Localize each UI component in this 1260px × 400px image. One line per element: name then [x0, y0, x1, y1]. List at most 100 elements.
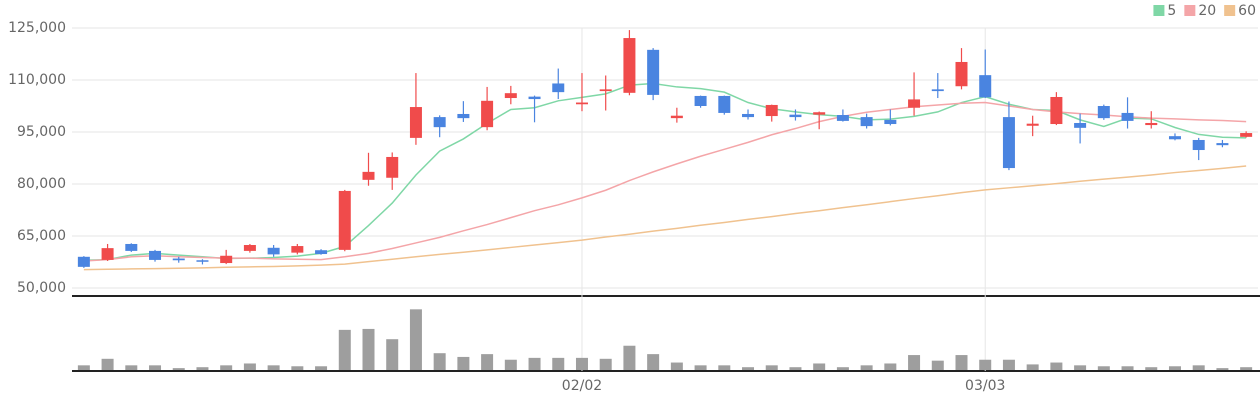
volume-bar: [789, 367, 802, 370]
volume-bar: [409, 309, 422, 370]
candle-body: [742, 113, 755, 118]
candle-body: [813, 112, 826, 115]
candle-body: [101, 248, 114, 260]
volume-bar: [765, 365, 778, 370]
x-tick-label: 03/03: [965, 378, 1005, 394]
volume-bar: [1121, 366, 1134, 370]
volume-bar: [955, 355, 968, 370]
candle-body: [575, 102, 588, 105]
legend-label: 60: [1238, 3, 1256, 19]
y-tick-label: 65,000: [17, 228, 66, 244]
volume-bar: [291, 366, 304, 370]
candle-body: [291, 246, 304, 253]
y-tick-label: 95,000: [17, 124, 66, 140]
y-tick-label: 80,000: [17, 176, 66, 192]
volume-bar: [267, 365, 280, 370]
legend-swatch: [1153, 5, 1165, 16]
volume-bar: [386, 339, 399, 370]
candle-body: [599, 89, 612, 92]
legend-label: 20: [1198, 3, 1216, 19]
candle-body: [172, 258, 185, 261]
volume-bar: [670, 362, 683, 370]
candle-body: [694, 95, 707, 106]
candle-body: [647, 49, 660, 95]
volume-bar: [172, 368, 185, 370]
candle-body: [1168, 136, 1181, 140]
volume-bar: [836, 367, 849, 370]
volume-bar: [77, 365, 90, 370]
volume-bar: [1074, 365, 1087, 370]
volume-bar: [718, 365, 731, 370]
candle-body: [552, 83, 565, 93]
volume-bar: [433, 353, 446, 370]
candle-body: [1145, 122, 1158, 126]
volume-bar: [908, 355, 921, 370]
candle-body: [386, 156, 399, 178]
y-tick-label: 110,000: [8, 72, 66, 88]
candle-body: [908, 99, 921, 108]
candle-body: [884, 119, 897, 125]
candle-body: [860, 117, 873, 127]
volume-bar: [1240, 367, 1253, 370]
volume-bar: [813, 363, 826, 370]
candle-body: [267, 247, 280, 255]
candle-body: [1074, 122, 1087, 128]
candle-body: [765, 104, 778, 117]
candle-body: [457, 113, 470, 119]
volume-bar: [1192, 365, 1205, 370]
candle-body: [836, 115, 849, 121]
candle-body: [979, 75, 992, 98]
candle-body: [243, 245, 256, 251]
volume-bar: [528, 357, 541, 370]
candle-body: [125, 243, 138, 251]
volume-bar: [315, 366, 328, 370]
legend-swatch: [1184, 5, 1196, 16]
candle-body: [528, 96, 541, 100]
candle-body: [149, 250, 162, 260]
candle-body: [1097, 106, 1110, 119]
volume-bar: [1168, 366, 1181, 370]
candle-body: [789, 114, 802, 118]
volume-bar: [860, 365, 873, 370]
candle-body: [409, 107, 422, 138]
volume-bar: [101, 358, 114, 370]
volume-bar: [1097, 366, 1110, 370]
candle-body: [931, 89, 944, 92]
candle-body: [315, 250, 328, 255]
legend-label: 5: [1167, 3, 1176, 19]
volume-bar: [979, 359, 992, 370]
candle-body: [670, 115, 683, 119]
volume-bar: [1145, 367, 1158, 370]
ma-line: [83, 165, 1247, 271]
candle-body: [1216, 143, 1229, 146]
candle-body: [338, 190, 351, 250]
y-tick-label: 125,000: [8, 20, 66, 36]
ma-line: [83, 82, 1247, 262]
candle-body: [220, 255, 233, 264]
volume-bar: [457, 356, 470, 370]
volume-bar: [362, 328, 375, 370]
candle-body: [1002, 117, 1015, 169]
candle-body: [433, 117, 446, 128]
volume-bar: [125, 365, 138, 370]
volume-bar: [196, 367, 209, 370]
volume-bar: [220, 365, 233, 370]
candle-body: [718, 95, 731, 113]
candle-body: [955, 61, 968, 87]
volume-bar: [338, 329, 351, 370]
volume-bar: [694, 365, 707, 370]
candle-body: [1192, 139, 1205, 151]
volume-bar: [504, 359, 517, 370]
volume-bar: [623, 345, 636, 370]
volume-bar: [1026, 364, 1039, 370]
volume-bar: [575, 357, 588, 370]
volume-bar: [884, 363, 897, 370]
candle-body: [504, 93, 517, 99]
candle-body: [481, 100, 494, 128]
volume-bar: [149, 365, 162, 370]
volume-bar: [742, 367, 755, 370]
volume-bar: [931, 360, 944, 370]
x-tick-label: 02/02: [562, 378, 602, 394]
candle-body: [1026, 123, 1039, 126]
